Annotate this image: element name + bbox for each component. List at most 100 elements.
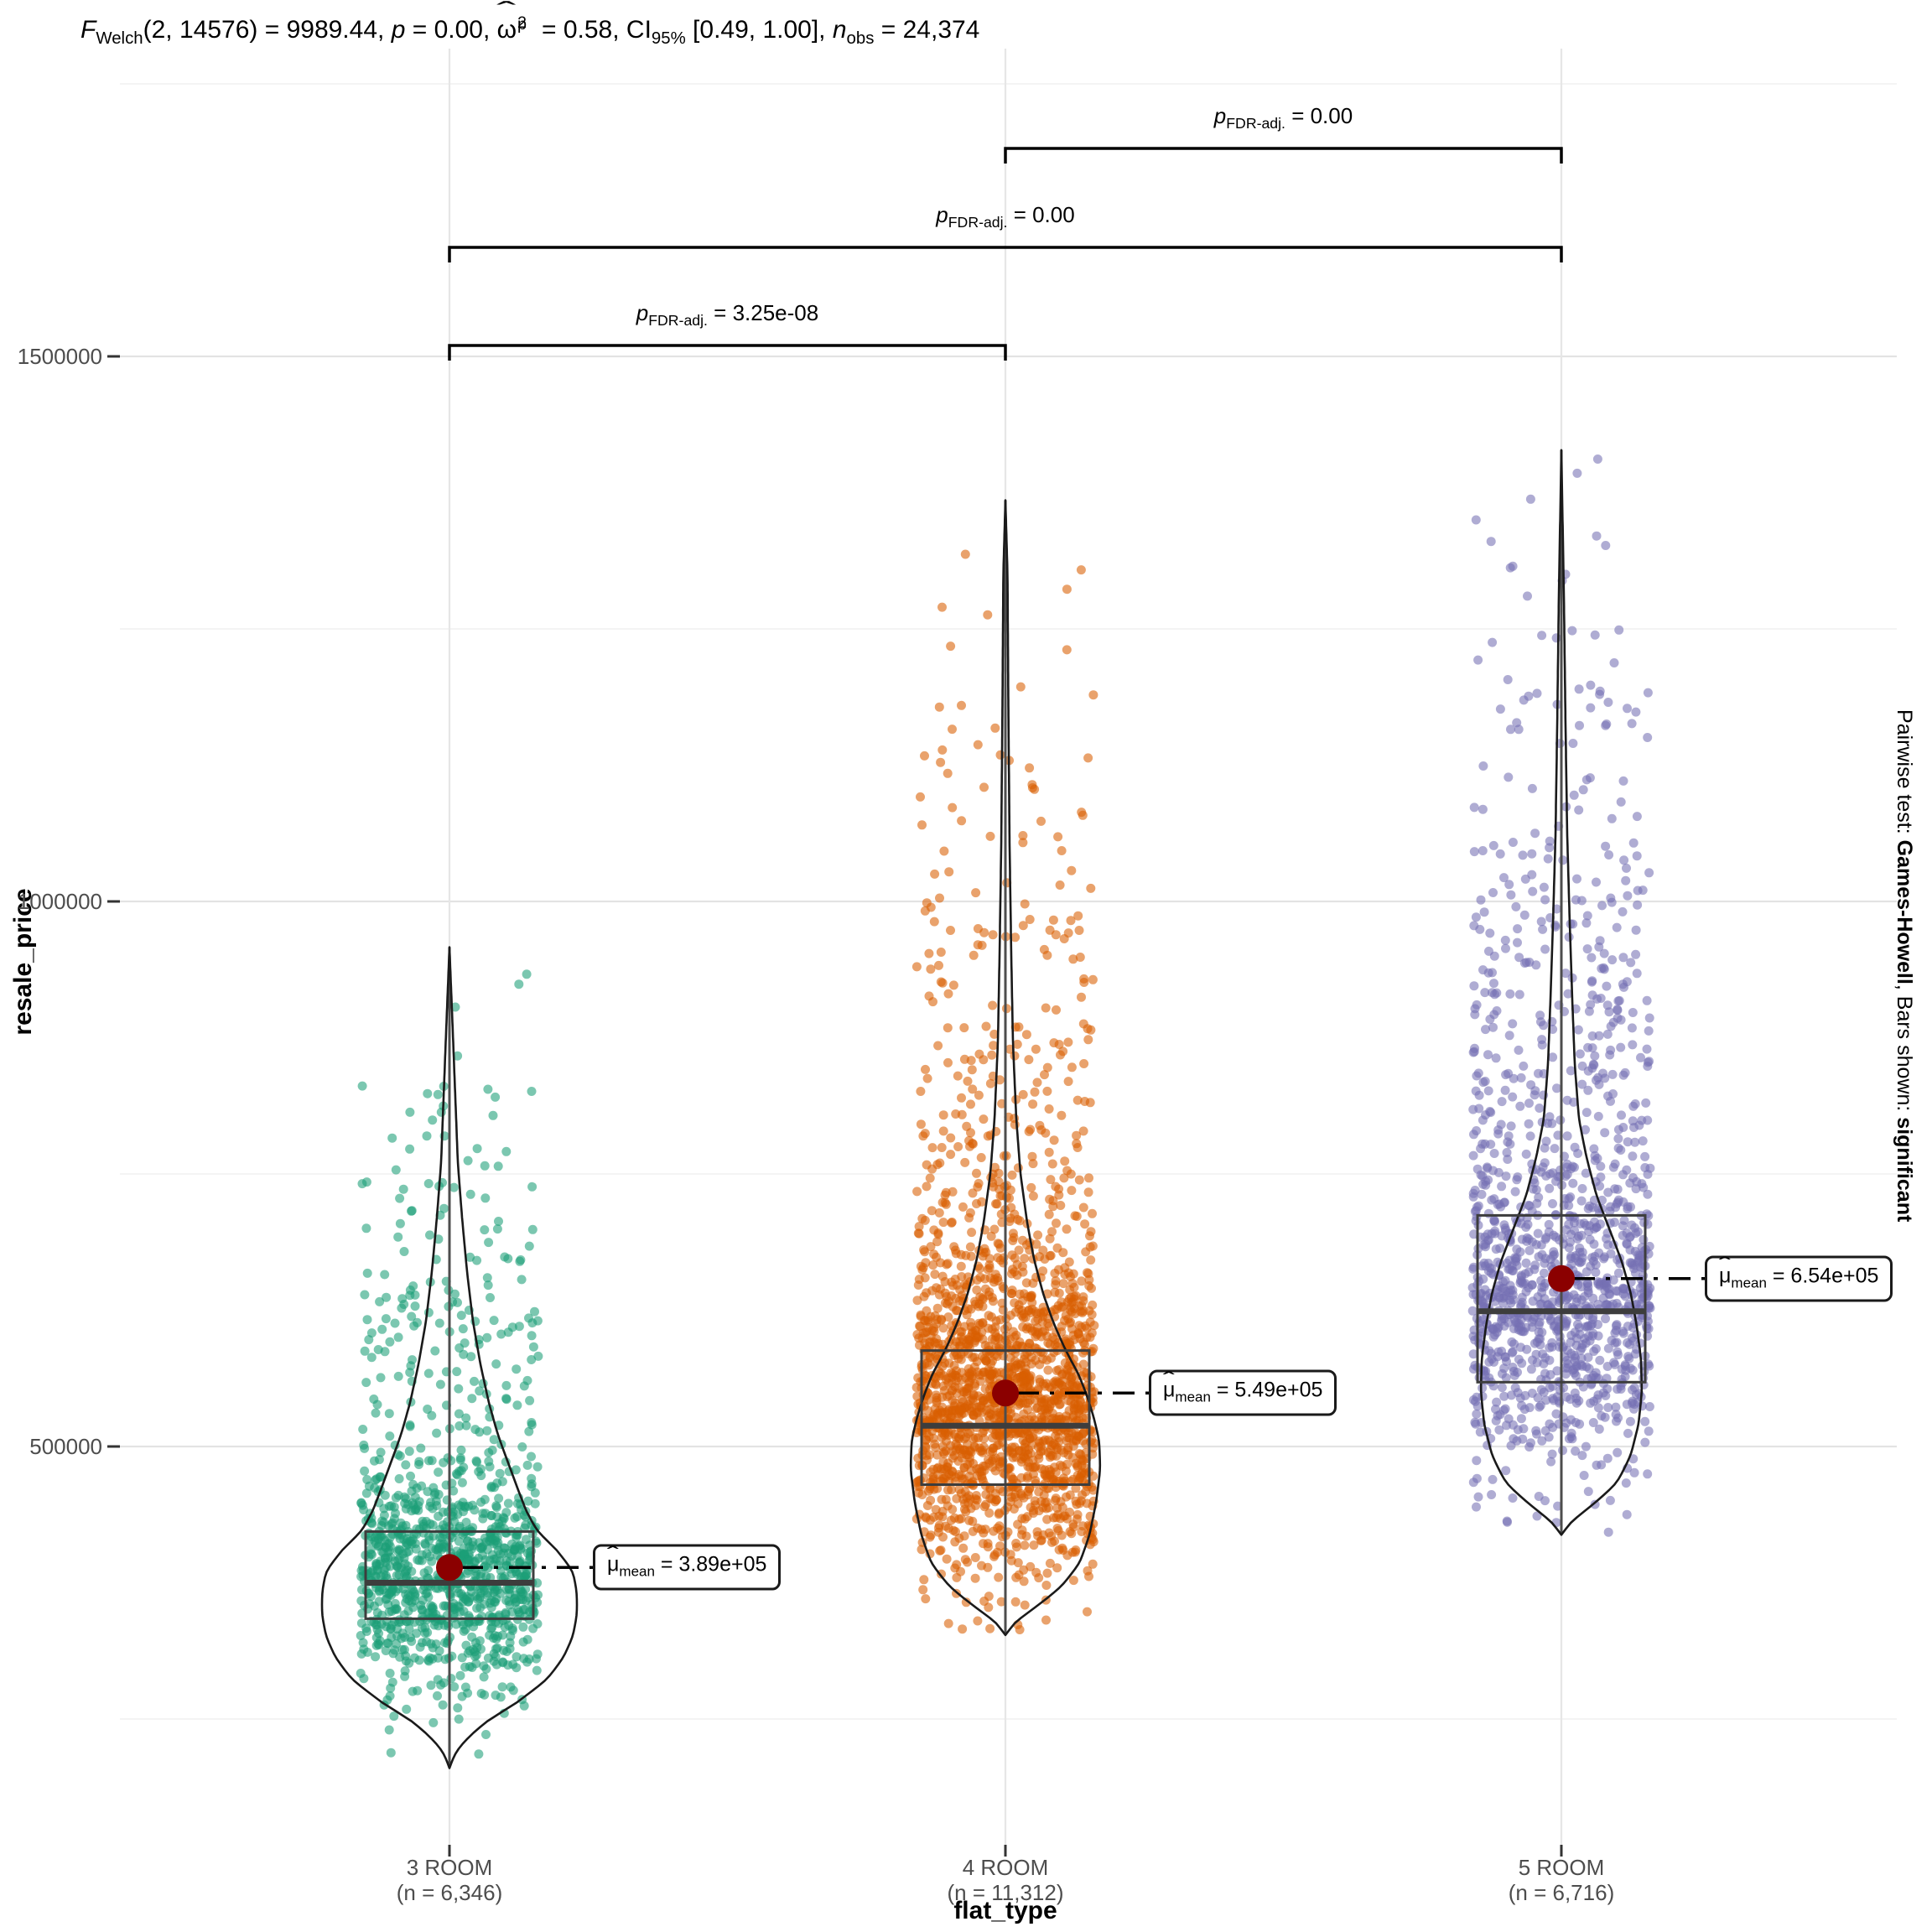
jitter-point bbox=[1622, 1509, 1632, 1519]
jitter-point bbox=[936, 1545, 946, 1555]
jitter-point bbox=[467, 1632, 477, 1642]
jitter-point bbox=[943, 1296, 953, 1306]
jitter-point bbox=[932, 1252, 941, 1262]
jitter-point bbox=[501, 1508, 512, 1518]
jitter-point bbox=[1504, 1288, 1514, 1297]
jitter-point bbox=[376, 1373, 386, 1383]
jitter-point bbox=[951, 1249, 961, 1259]
jitter-point bbox=[1088, 1208, 1097, 1218]
jitter-point bbox=[1074, 926, 1084, 935]
jitter-point bbox=[1522, 1233, 1532, 1243]
jitter-point bbox=[1049, 1135, 1059, 1145]
jitter-point bbox=[522, 1375, 532, 1385]
jitter-point bbox=[461, 1595, 471, 1605]
jitter-point bbox=[1041, 1615, 1051, 1625]
jitter-point bbox=[1504, 1031, 1514, 1041]
jitter-point bbox=[1049, 1513, 1058, 1523]
jitter-point bbox=[357, 1608, 367, 1618]
jitter-point bbox=[1632, 812, 1642, 822]
jitter-point bbox=[1495, 1244, 1505, 1254]
jitter-point bbox=[1572, 468, 1582, 478]
jitter-point bbox=[1643, 733, 1653, 742]
jitter-point bbox=[532, 1665, 542, 1675]
stat-p-value: = 0.00, bbox=[405, 16, 497, 44]
jitter-point bbox=[405, 1420, 415, 1430]
jitter-point bbox=[1601, 720, 1611, 730]
jitter-point bbox=[481, 1730, 491, 1739]
jitter-point bbox=[385, 1431, 395, 1441]
jitter-point bbox=[362, 1315, 372, 1325]
jitter-point bbox=[938, 1381, 948, 1391]
jitter-point bbox=[1508, 1092, 1518, 1102]
jitter-point bbox=[1631, 707, 1641, 717]
jitter-point bbox=[375, 1636, 385, 1646]
y-tick-label: 1000000 bbox=[17, 889, 102, 914]
jitter-point bbox=[1007, 1269, 1016, 1279]
jitter-point bbox=[1610, 1359, 1620, 1369]
jitter-point bbox=[1044, 1104, 1054, 1114]
jitter-point bbox=[463, 1555, 473, 1566]
jitter-point bbox=[1595, 686, 1605, 696]
jitter-point bbox=[1017, 1306, 1027, 1316]
comparison-bracket bbox=[448, 246, 1563, 262]
jitter-point bbox=[1613, 1005, 1623, 1015]
jitter-point bbox=[1485, 1015, 1495, 1024]
jitter-point bbox=[524, 1426, 534, 1436]
jitter-point bbox=[1046, 1353, 1056, 1363]
jitter-point bbox=[428, 1483, 439, 1493]
jitter-point bbox=[1023, 1405, 1033, 1415]
jitter-point bbox=[1079, 1059, 1089, 1068]
jitter-point bbox=[922, 1306, 932, 1316]
jitter-point bbox=[1623, 1204, 1633, 1214]
jitter-point bbox=[934, 702, 944, 712]
jitter-point bbox=[1551, 633, 1561, 643]
stat-n-subscript: obs bbox=[846, 29, 875, 48]
jitter-point bbox=[391, 1509, 400, 1519]
jitter-point bbox=[1514, 724, 1524, 735]
jitter-point bbox=[466, 1352, 476, 1362]
jitter-point bbox=[976, 1153, 986, 1162]
jitter-point bbox=[1526, 1438, 1535, 1448]
jitter-point bbox=[1534, 1492, 1544, 1501]
jitter-point bbox=[978, 1446, 987, 1456]
jitter-point bbox=[922, 1073, 932, 1083]
jitter-point bbox=[1588, 1256, 1598, 1266]
jitter-point bbox=[1619, 982, 1628, 992]
jitter-point bbox=[1016, 1488, 1026, 1498]
jitter-point bbox=[496, 1572, 506, 1582]
jitter-point bbox=[1063, 1395, 1073, 1405]
jitter-point bbox=[928, 1260, 938, 1270]
jitter-point bbox=[1558, 1314, 1568, 1324]
jitter-point bbox=[1469, 1262, 1478, 1272]
jitter-point bbox=[1566, 1229, 1576, 1239]
jitter-point bbox=[1084, 1571, 1093, 1581]
jitter-point bbox=[924, 1360, 934, 1370]
jitter-point bbox=[1587, 1031, 1597, 1041]
jitter-point bbox=[1640, 1163, 1650, 1172]
jitter-point bbox=[519, 1654, 529, 1664]
jitter-point bbox=[1023, 1322, 1033, 1332]
jitter-point bbox=[979, 1502, 989, 1512]
jitter-point bbox=[371, 1408, 381, 1418]
jitter-point bbox=[1581, 1338, 1591, 1348]
jitter-point bbox=[426, 1680, 436, 1690]
jitter-point bbox=[1618, 906, 1628, 917]
jitter-point bbox=[454, 1467, 465, 1476]
jitter-point bbox=[921, 1594, 931, 1604]
jitter-point bbox=[1011, 1539, 1021, 1548]
jitter-point bbox=[514, 1322, 524, 1332]
jitter-point bbox=[1072, 1095, 1083, 1105]
y-axis-title: resale_price bbox=[9, 888, 37, 1036]
jitter-point bbox=[1501, 1466, 1511, 1476]
jitter-point bbox=[1589, 1347, 1599, 1356]
jitter-point bbox=[1481, 1239, 1491, 1249]
jitter-point bbox=[1613, 1384, 1623, 1394]
jitter-point bbox=[946, 1150, 956, 1160]
jitter-point bbox=[456, 1311, 466, 1321]
stat-p-symbol: p bbox=[391, 16, 406, 44]
jitter-point bbox=[1527, 1389, 1537, 1398]
jitter-point bbox=[1613, 1350, 1623, 1360]
jitter-point bbox=[429, 1620, 439, 1630]
jitter-point bbox=[1587, 977, 1597, 987]
jitter-point bbox=[1568, 1178, 1578, 1188]
